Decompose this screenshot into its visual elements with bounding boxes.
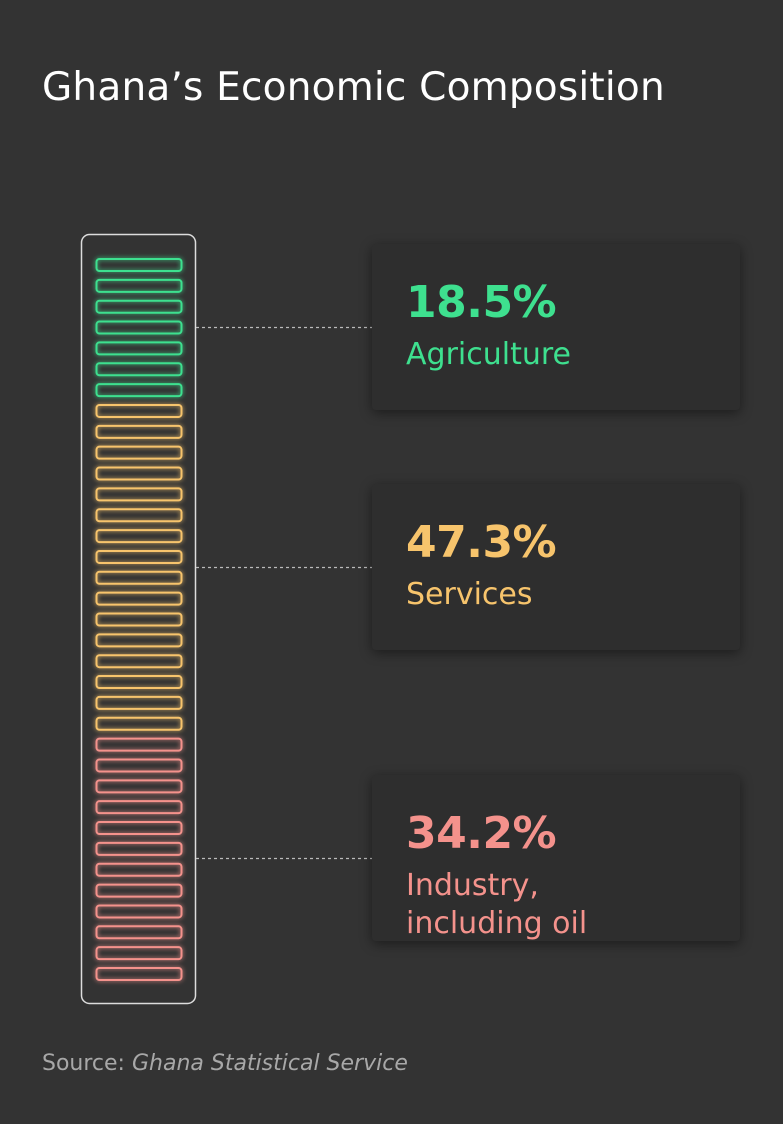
source-note: Source: Ghana Statistical Service — [42, 1049, 408, 1079]
bar-segment — [95, 841, 183, 856]
bar-segment — [95, 320, 183, 335]
bar-segment — [95, 821, 183, 836]
bar-segment — [95, 487, 183, 502]
bar-segment — [95, 341, 183, 356]
value-label: 18.5% — [406, 277, 557, 328]
bar-segment — [95, 445, 183, 460]
bar-segment — [95, 654, 183, 669]
bar-segment — [95, 549, 183, 564]
bar-segment — [95, 299, 183, 314]
bar-segment — [95, 925, 183, 940]
bar-segment — [95, 779, 183, 794]
bar-segment — [95, 258, 183, 272]
bar-segment — [95, 862, 183, 877]
bar-segment — [95, 424, 183, 439]
bar-segment — [95, 591, 183, 606]
bar-segments — [95, 258, 183, 981]
card-services: 47.3% Services — [372, 484, 740, 650]
connector-lines — [196, 326, 372, 860]
source-name: Ghana Statistical Service — [131, 1051, 408, 1076]
category-label: Agriculture — [406, 337, 571, 372]
bar-segment — [95, 904, 183, 919]
bar-segment — [95, 529, 183, 544]
bar-segment — [95, 466, 183, 481]
bar-segment — [95, 883, 183, 898]
value-label: 47.3% — [406, 517, 557, 568]
bar-segment — [95, 508, 183, 523]
bar-segment — [95, 695, 183, 710]
bar-segment — [95, 403, 183, 418]
card-agriculture: 18.5% Agriculture — [372, 244, 740, 410]
bar-segment — [95, 675, 183, 690]
bar-segment — [95, 800, 183, 815]
bar-outline — [80, 233, 197, 1005]
category-label: Services — [406, 577, 533, 612]
category-label: Industry, including oil — [406, 868, 588, 941]
value-label: 34.2% — [406, 808, 557, 859]
bar-segment — [95, 570, 183, 585]
bar-segment — [95, 967, 183, 981]
bar-segment — [95, 758, 183, 773]
bar-segment — [95, 278, 183, 293]
bar-segment — [95, 383, 183, 398]
page-title: Ghana’s Economic Composition — [42, 65, 665, 110]
bar-segment — [95, 946, 183, 961]
bar-segment — [95, 362, 183, 377]
source-prefix: Source: — [42, 1051, 132, 1076]
bar-segment — [95, 633, 183, 648]
bar-segment — [95, 737, 183, 752]
bar-segment — [95, 612, 183, 627]
card-industry: 34.2% Industry, including oil — [372, 775, 740, 941]
bar-segment — [95, 716, 183, 731]
